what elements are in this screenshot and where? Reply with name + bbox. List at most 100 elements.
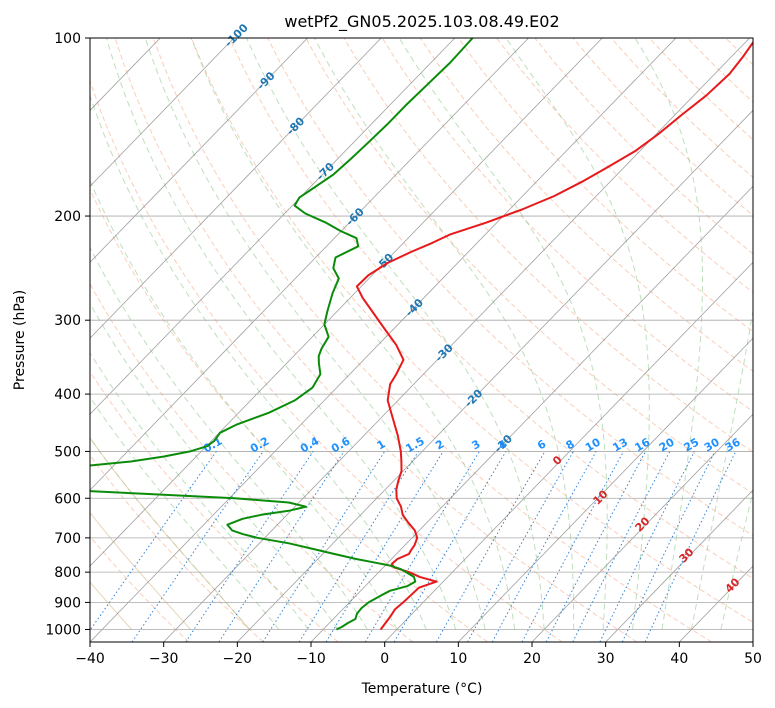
x-tick-label: 40 xyxy=(670,651,688,667)
moist-adiabat xyxy=(720,489,753,630)
mixing-ratio-line xyxy=(218,451,345,642)
isotherm-line xyxy=(605,489,753,642)
x-tick-label: −20 xyxy=(223,651,253,667)
x-tick-label: 30 xyxy=(597,651,615,667)
isotherm-line xyxy=(384,261,753,642)
mixing-ratio-label: 3 xyxy=(469,437,482,452)
isotherm-line xyxy=(90,38,382,339)
moist-adiabat xyxy=(90,396,280,630)
moist-adiabat xyxy=(90,179,398,630)
reference-curve xyxy=(90,437,250,630)
moist-adiabat-label: 30 xyxy=(677,545,697,565)
mixing-ratio-label: 6 xyxy=(535,437,548,452)
dry-adiabat xyxy=(305,38,753,495)
moist-adiabat xyxy=(634,38,703,630)
mixing-ratio-labels: 0.1 0.2 0.4 0.6 1 1.5 2 3 4 6 8 10 13 16 20 25 30 36 xyxy=(201,434,743,455)
mixing-ratio-line xyxy=(325,451,444,642)
mixing-ratio-label: 0.6 xyxy=(329,434,353,455)
moist-adiabat-label: 40 xyxy=(723,575,743,595)
isotherm-line xyxy=(752,641,753,642)
mixing-ratio-line xyxy=(393,451,507,642)
x-tick-label: 0 xyxy=(380,651,389,667)
mixing-ratio-line xyxy=(572,451,671,642)
moist-adiabat xyxy=(190,38,516,630)
dry-adiabat xyxy=(90,79,563,642)
x-tick-label: 20 xyxy=(523,651,541,667)
mixing-ratio-line xyxy=(599,451,695,642)
dry-adiabat xyxy=(229,38,753,580)
isotherm-line xyxy=(90,38,456,415)
moist-adiabat xyxy=(90,352,309,630)
moist-adiabat xyxy=(144,38,486,630)
mixing-ratio-label: 1.5 xyxy=(403,434,426,455)
isotherm-line xyxy=(163,38,750,642)
y-tick-label: 700 xyxy=(54,531,81,547)
dry-adiabat xyxy=(496,38,753,294)
moist-adiabat xyxy=(90,302,339,630)
dry-adiabat xyxy=(152,38,712,642)
moist-adiabat xyxy=(691,307,753,630)
isotherm-line xyxy=(531,413,753,642)
isotherm-line xyxy=(90,38,603,567)
moist-adiabat xyxy=(90,437,250,630)
isotherm-line xyxy=(310,185,753,642)
sounding-profiles xyxy=(90,38,753,631)
x-tick-label: −40 xyxy=(75,651,105,667)
moist-adiabat xyxy=(106,38,457,630)
y-axis-title: Pressure (hPa) xyxy=(12,290,28,390)
y-tick-label: 1000 xyxy=(45,622,81,638)
dry-adiabat xyxy=(90,535,190,642)
temperature-profile xyxy=(355,40,753,631)
mixing-ratio-line xyxy=(185,451,314,642)
x-tick-label: −10 xyxy=(296,651,326,667)
mixing-ratio-line xyxy=(131,451,264,642)
chart-title: wetPf2_GN05.2025.103.08.49.E02 xyxy=(284,12,559,32)
mixing-ratio-line xyxy=(545,451,647,642)
moist-adiabat xyxy=(314,38,575,630)
x-tick-label: 10 xyxy=(449,651,467,667)
isotherm-label: -100 xyxy=(222,21,251,50)
isotherm-line xyxy=(90,38,529,491)
mixing-ratio-label: 0.2 xyxy=(248,434,271,455)
isotherm-line xyxy=(237,109,753,642)
isotherm-line xyxy=(90,38,235,187)
x-tick-label: −30 xyxy=(149,651,179,667)
moist-adiabat xyxy=(505,38,650,630)
dry-adiabat xyxy=(90,282,414,642)
y-tick-label: 200 xyxy=(54,209,81,225)
dry-adiabat xyxy=(764,38,775,642)
dry-adiabat xyxy=(458,38,753,333)
dry-adiabat xyxy=(648,38,753,141)
dry-adiabat xyxy=(90,370,339,642)
moist-adiabat-label: 0 xyxy=(550,453,565,468)
mixing-ratio-line xyxy=(90,451,217,632)
y-tick-label: 800 xyxy=(54,565,81,581)
mixing-ratio-label: 8 xyxy=(564,437,577,452)
background-lines xyxy=(90,38,775,642)
mixing-ratio-line xyxy=(467,451,574,642)
reference-curve xyxy=(90,581,132,630)
dry-adiabat xyxy=(572,38,753,216)
dry-adiabat xyxy=(343,38,753,453)
mixing-ratio-label: 0.1 xyxy=(201,434,224,455)
mixing-ratio-label: 1 xyxy=(375,437,388,452)
dry-adiabat xyxy=(725,38,753,66)
y-axis: 1000 900 800 700 600 500 400 300 200 100 xyxy=(45,31,90,638)
x-tick-label: 50 xyxy=(744,651,762,667)
moist-adiabat-labels: 0 10 20 30 40 xyxy=(550,453,743,596)
moist-adiabat-label: 20 xyxy=(633,514,653,534)
moist-adiabat xyxy=(90,94,427,630)
moist-adiabat xyxy=(246,38,545,630)
y-tick-label: 400 xyxy=(54,387,81,403)
x-axis-title: Temperature (°C) xyxy=(361,681,483,697)
y-tick-label: 600 xyxy=(54,491,81,507)
dry-adiabat xyxy=(90,187,488,642)
isotherm-line xyxy=(458,337,753,642)
isotherm-labels: -100-90-80-70-60-50-40-30-20-10 xyxy=(222,21,515,455)
y-tick-label: 300 xyxy=(54,313,81,329)
moist-adiabat xyxy=(398,38,608,630)
dry-adiabat xyxy=(90,454,264,642)
mixing-ratio-label: 0.4 xyxy=(298,434,322,455)
isotherm-line xyxy=(90,38,677,642)
